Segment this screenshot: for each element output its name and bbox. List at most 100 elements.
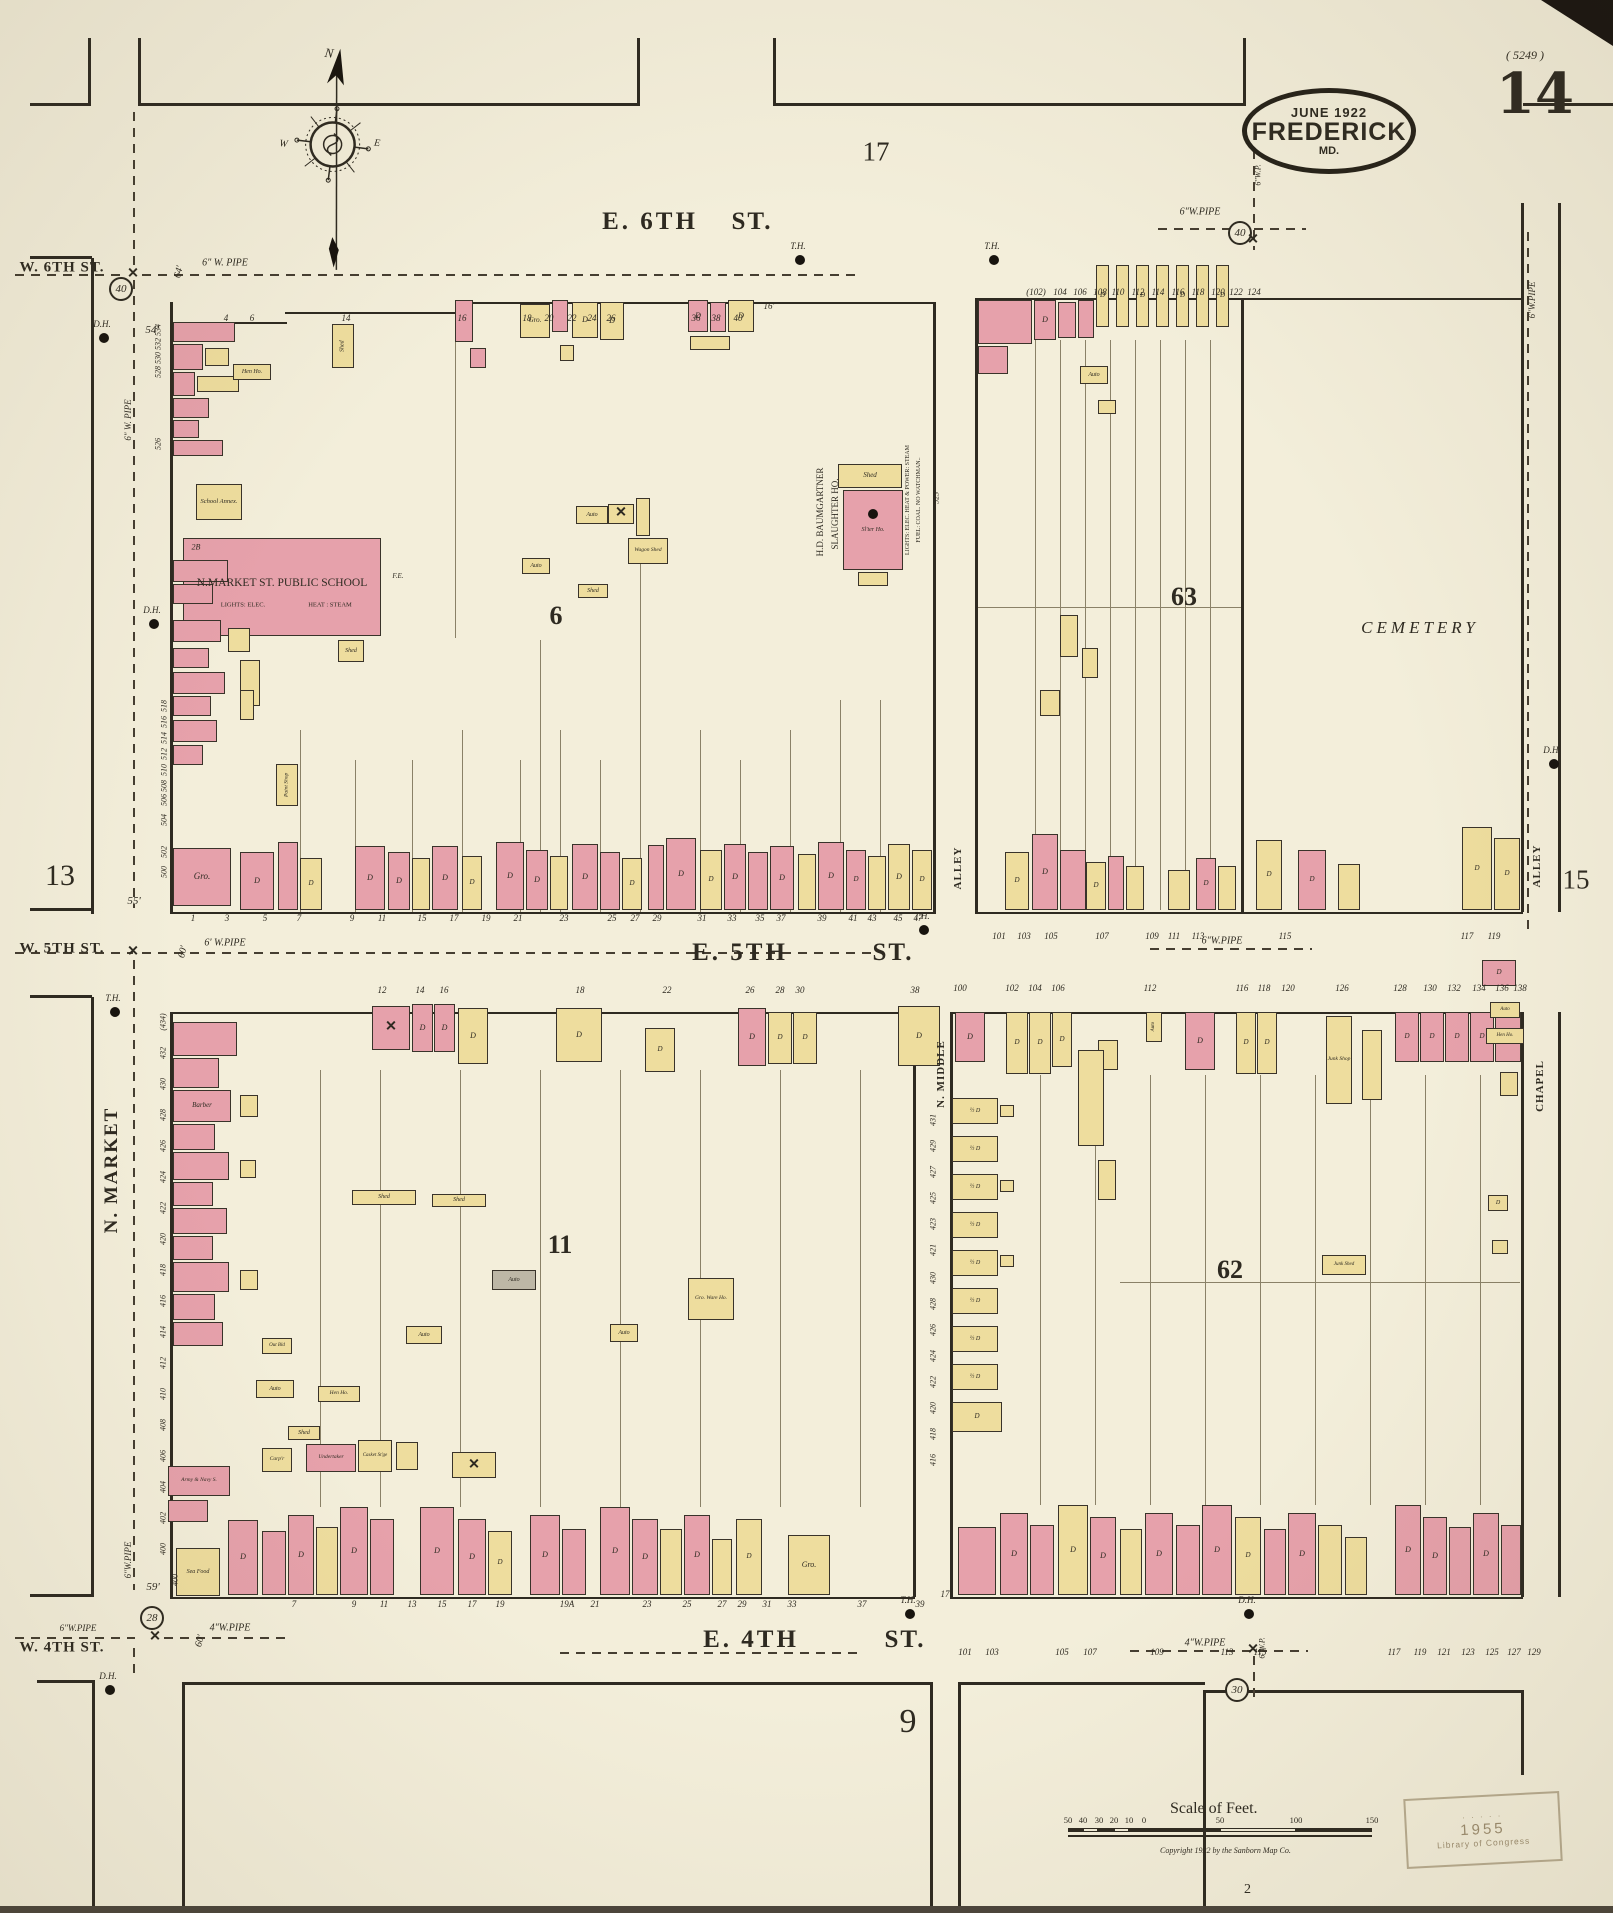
house-number: 534 bbox=[153, 324, 163, 336]
building-label: D bbox=[442, 872, 448, 882]
block-line bbox=[950, 1597, 1523, 1599]
place-label: N.MARKET ST. PUBLIC SCHOOL bbox=[196, 577, 368, 589]
building: Hen Ho. bbox=[233, 364, 271, 380]
scale-tick-label: 0 bbox=[1141, 1815, 1147, 1825]
adjacent-sheet-number: 13 bbox=[45, 859, 75, 892]
building: D bbox=[793, 1012, 817, 1064]
corner-fold bbox=[1541, 0, 1613, 46]
house-number: 3 bbox=[224, 913, 230, 923]
utility-annotation: 17' bbox=[940, 1589, 952, 1599]
building-label: Shed bbox=[378, 1194, 390, 1201]
stamp-line-3: Library of Congress bbox=[1436, 1835, 1531, 1851]
building-label: Paint Shop bbox=[283, 772, 290, 798]
building bbox=[1098, 1160, 1116, 1200]
building bbox=[1156, 265, 1169, 327]
building-label: D bbox=[254, 875, 260, 885]
building bbox=[636, 498, 650, 536]
building: D bbox=[736, 1519, 762, 1595]
building-label: Carp'r bbox=[269, 1456, 285, 1463]
water-pipe-line bbox=[15, 952, 133, 954]
building: D bbox=[1216, 265, 1229, 327]
building bbox=[1000, 1180, 1014, 1192]
building: D bbox=[1494, 838, 1520, 910]
building bbox=[798, 854, 816, 910]
building: Auto bbox=[576, 506, 608, 524]
valve-x-mark: ✕ bbox=[615, 505, 627, 521]
house-number: 114 bbox=[1151, 287, 1165, 297]
building-label: Hen Ho. bbox=[329, 1390, 349, 1397]
building: D bbox=[1005, 852, 1029, 910]
building: Junk Shop bbox=[1326, 1016, 1352, 1104]
building-label: D bbox=[746, 1552, 752, 1561]
house-number: 9 bbox=[351, 1599, 357, 1609]
building: D bbox=[1420, 1012, 1444, 1062]
scale-tick-label: 50 bbox=[1063, 1815, 1073, 1825]
building-label: Auto bbox=[418, 1331, 430, 1338]
building bbox=[240, 690, 254, 720]
adjacent-sheet-number: 15 bbox=[1562, 864, 1590, 895]
building: Casket St'ge bbox=[358, 1440, 392, 1472]
block-line bbox=[775, 103, 1245, 106]
lot-line bbox=[1135, 340, 1136, 910]
building: D bbox=[1058, 1505, 1088, 1595]
valve-x-mark: ✕ bbox=[385, 1019, 397, 1035]
compass-rose-icon: N E W bbox=[279, 45, 381, 270]
library-stamp: · · · · · 1955 Library of Congress bbox=[1403, 1790, 1563, 1870]
building-label: Gro. bbox=[801, 1559, 817, 1569]
block-line bbox=[958, 1682, 961, 1913]
house-number: 15 bbox=[417, 913, 427, 923]
building: D bbox=[645, 1028, 675, 1072]
building bbox=[173, 420, 199, 438]
block-line bbox=[975, 298, 1243, 300]
valve-x-mark: ✕ bbox=[1247, 1642, 1259, 1658]
building: D bbox=[1288, 1513, 1316, 1595]
house-number: (102) bbox=[1026, 287, 1046, 297]
house-number: 29 bbox=[737, 1599, 747, 1609]
place-label: F.E. bbox=[392, 572, 404, 580]
building: Auto bbox=[1080, 366, 1108, 384]
building-label: D bbox=[1496, 968, 1502, 977]
building bbox=[173, 672, 225, 694]
street-name-label: CHAPEL bbox=[1534, 1060, 1546, 1112]
building: D bbox=[888, 844, 910, 910]
house-number: 422 bbox=[928, 1376, 938, 1388]
building-label: ½ D bbox=[969, 1335, 981, 1342]
street-name-label: N. MIDDLE bbox=[935, 1040, 947, 1108]
house-number: 127 bbox=[1507, 1647, 1521, 1657]
place-label: 400 bbox=[170, 1574, 180, 1586]
building: D bbox=[1176, 265, 1189, 327]
block-line bbox=[773, 38, 776, 106]
house-number: 424 bbox=[158, 1171, 168, 1183]
building: ½ D bbox=[952, 1174, 998, 1200]
house-number: 138 bbox=[1513, 983, 1527, 993]
building bbox=[197, 376, 239, 392]
building-label: D bbox=[1479, 1032, 1485, 1041]
title-date: JUNE 1922 bbox=[1290, 105, 1368, 120]
house-number: 125 bbox=[1485, 1647, 1499, 1657]
building: Wagon Shed bbox=[628, 538, 668, 564]
utility-dot-label: T.H. bbox=[984, 241, 1000, 251]
lot-line bbox=[860, 1070, 861, 1507]
house-number: 11 bbox=[379, 1599, 389, 1609]
block-line bbox=[958, 1682, 1205, 1685]
building bbox=[1000, 1105, 1014, 1117]
house-number: 418 bbox=[158, 1264, 168, 1276]
building-label: D bbox=[1266, 870, 1272, 879]
building: D bbox=[688, 300, 708, 332]
building bbox=[562, 1529, 586, 1595]
building bbox=[396, 1442, 418, 1470]
building bbox=[1126, 866, 1144, 910]
street-name-label: N. MARKET bbox=[101, 1106, 122, 1234]
building bbox=[173, 398, 209, 418]
building bbox=[1078, 300, 1094, 338]
house-number: 38 bbox=[910, 985, 920, 995]
building-label: Auto bbox=[269, 1385, 281, 1392]
house-number: 508 bbox=[159, 780, 169, 792]
building bbox=[173, 620, 221, 642]
building-label: D bbox=[1099, 291, 1106, 300]
building bbox=[173, 440, 223, 456]
plate-reference: ( 5249 ) bbox=[1506, 48, 1544, 62]
house-number: 9 bbox=[349, 913, 355, 923]
building-label: D bbox=[298, 1549, 304, 1559]
building-label: D bbox=[695, 310, 701, 320]
